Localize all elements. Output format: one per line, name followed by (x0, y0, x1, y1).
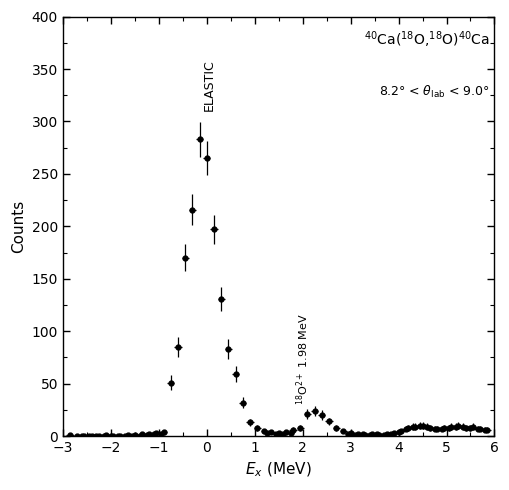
Text: ELASTIC: ELASTIC (202, 59, 215, 111)
X-axis label: $E_x$ (MeV): $E_x$ (MeV) (245, 461, 312, 479)
Text: 8.2° < $\theta_{\mathrm{lab}}$ < 9.0°: 8.2° < $\theta_{\mathrm{lab}}$ < 9.0° (379, 84, 489, 100)
Text: $^{40}$Ca($^{18}$O,$^{18}$O)$^{40}$Ca: $^{40}$Ca($^{18}$O,$^{18}$O)$^{40}$Ca (363, 29, 489, 50)
Text: $^{18}$O$^{2+}$ 1.98 MeV: $^{18}$O$^{2+}$ 1.98 MeV (294, 313, 310, 405)
Y-axis label: Counts: Counts (11, 200, 26, 253)
